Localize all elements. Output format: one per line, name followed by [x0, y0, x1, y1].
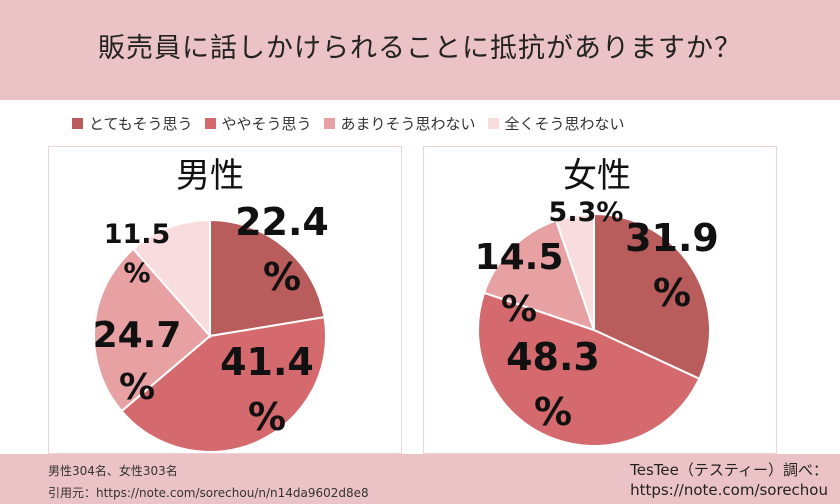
pie-value-label-line: %: [534, 390, 572, 434]
pie-panel-female: 女性 31.9% 48.3% 14.5% 5.3%: [423, 146, 777, 454]
pie-value-label-line: 22.4: [235, 200, 329, 244]
legend: とてもそう思う ややそう思う あまりそう思わない 全くそう思わない: [72, 111, 625, 135]
footer-bar: [0, 454, 840, 504]
pie-title-female: 女性: [563, 156, 631, 196]
pie-value-label-line: 11.5: [104, 219, 171, 250]
chart-title: 販売員に話しかけられることに抵抗がありますか？: [98, 33, 742, 64]
pie-slice-male-1: [120, 315, 327, 453]
pie-value-label-line: %: [119, 367, 155, 408]
pie-slice-female-2: [482, 219, 596, 332]
header-bar: [0, 0, 840, 100]
legend-item-somewhat-disagree: あまりそう思わない: [323, 113, 476, 134]
citation-note: 引用元：https://note.com/sorechou/n/n14da960…: [48, 486, 369, 500]
pie-value-label-line: 14.5: [475, 237, 564, 278]
pie-value-label-male-0: 22.4%: [235, 200, 329, 299]
pie-value-label-line: %: [263, 255, 301, 299]
pie-slice-male-3: [131, 218, 211, 339]
pie-value-label-male-1: 41.4%: [220, 340, 314, 439]
pie-value-label-male-2: 24.7%: [93, 315, 182, 408]
pie-value-label-line: 24.7: [93, 315, 182, 356]
pie-slice-female-3: [554, 212, 595, 331]
pie-value-label-female-3: 5.3%: [549, 197, 624, 228]
pie-value-label-line: %: [123, 258, 150, 289]
pie-panel-male: 男性 22.4% 41.4% 24.7% 11.5%: [48, 146, 402, 454]
pie-value-label-female-2: 14.5%: [475, 237, 564, 330]
pie-value-label-line: %: [501, 289, 537, 330]
pie-slice-male-0: [209, 218, 326, 338]
pie-value-label-female-1: 48.3%: [506, 335, 600, 434]
legend-item-somewhat-agree: ややそう思う: [204, 113, 312, 134]
legend-item-strongly-agree: とてもそう思う: [72, 113, 193, 134]
pie-value-label-line: 48.3: [506, 335, 600, 379]
legend-swatch: [204, 117, 216, 129]
pie-value-label-line: %: [248, 395, 286, 439]
pie-value-label-line: %: [653, 271, 691, 315]
pie-title-male: 男性: [176, 156, 244, 196]
legend-swatch: [487, 117, 499, 129]
legend-swatch: [72, 117, 83, 129]
source-credit: TesTee（テスティー）調べ：: [630, 461, 828, 479]
legend-label: ややそう思う: [221, 114, 312, 133]
pie-value-label-line: 41.4: [220, 340, 314, 384]
pie-value-label-male-3: 11.5%: [104, 219, 171, 289]
pie-value-label-line: 31.9: [625, 216, 719, 260]
pie-value-label-female-0: 31.9%: [625, 216, 719, 315]
pie-slice-male-2: [93, 247, 212, 413]
legend-swatch: [323, 117, 335, 129]
pie-value-label-line: 5.3%: [549, 197, 624, 228]
legend-label: 全くそう思わない: [504, 114, 625, 133]
sample-size-note: 男性304名、女性303名: [48, 464, 178, 478]
pie-slice-female-0: [593, 212, 711, 381]
legend-label: あまりそう思わない: [340, 114, 476, 133]
legend-label: とてもそう思う: [89, 114, 193, 133]
source-url: https://note.com/sorechou: [630, 481, 828, 499]
legend-item-strongly-disagree: 全くそう思わない: [487, 113, 625, 134]
pie-slice-female-1: [477, 291, 701, 447]
